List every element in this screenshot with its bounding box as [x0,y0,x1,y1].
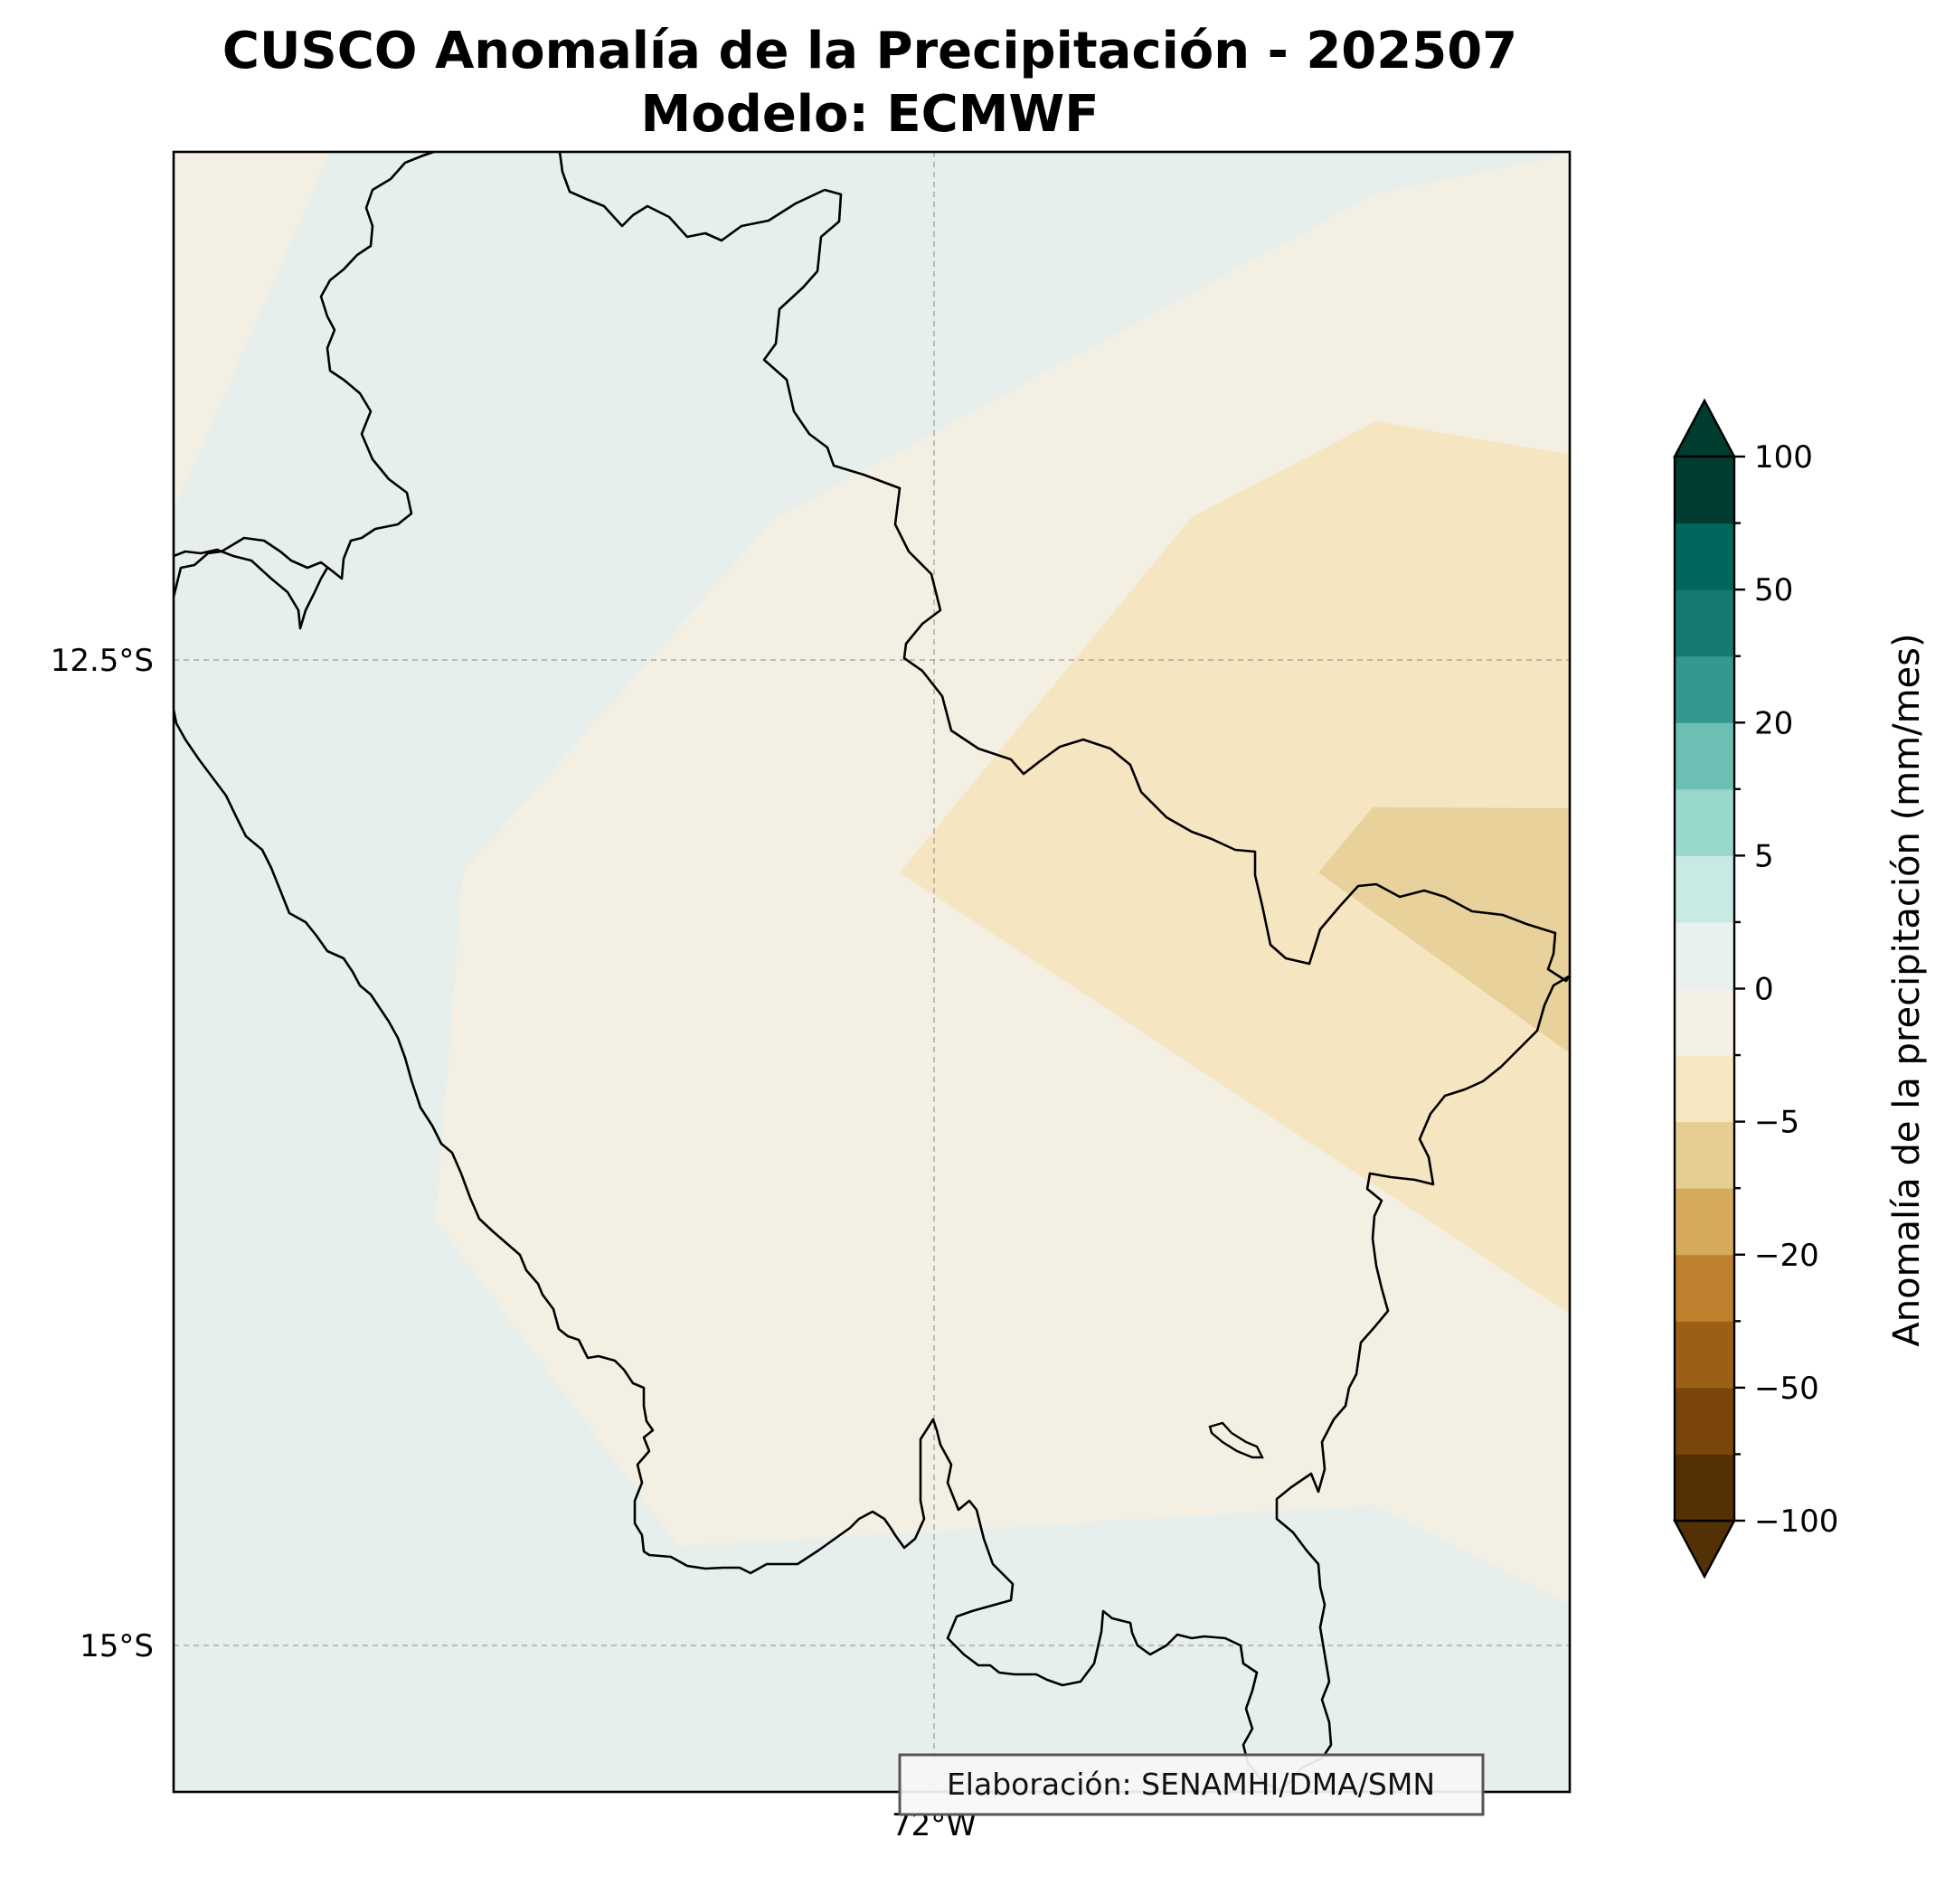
colorbar-tick-label: 5 [1754,838,1774,874]
colorbar-segment [1675,1254,1734,1322]
colorbar-segment [1675,1055,1734,1123]
colorbar-tick-label: 0 [1754,972,1774,1008]
map-title-line2: Modelo: ECMWF [641,85,1100,144]
colorbar-segment [1675,523,1734,590]
colorbar-tick-label: 20 [1754,705,1793,741]
colorbar-segment [1675,788,1734,856]
colorbar-segment [1675,457,1734,524]
colorbar-segment [1675,655,1734,723]
colorbar-tick-label: −50 [1754,1371,1819,1407]
colorbar-extend-top [1673,398,1736,458]
colorbar-extend-bottom [1673,1519,1736,1579]
colorbar-segment [1675,722,1734,790]
colorbar-segment [1675,1321,1734,1389]
lat-tick-12-5: 12.5°S [51,643,154,679]
colorbar-tick-label: −20 [1754,1238,1819,1274]
colorbar-segment [1675,855,1734,923]
lake-outline [1208,1421,1264,1459]
colorbar-tick-label: 50 [1754,572,1793,608]
colorbar-segment [1675,1188,1734,1256]
colorbar-segment [1675,1454,1734,1522]
colorbar-segment [1675,921,1734,989]
cusco-region-inner-west-boundary [174,548,329,630]
cusco-region-boundary [174,152,1570,1792]
colorbar-segment [1675,1121,1734,1189]
anomaly-field-dark-tan [1318,807,1570,1053]
colorbar-segment [1675,988,1734,1056]
credit-box: Elaboración: SENAMHI/DMA/SMN [898,1753,1485,1816]
anomaly-field-tan [900,421,1570,1314]
lat-tick-15: 15°S [80,1628,154,1664]
colorbar-tick-label: 100 [1754,439,1813,476]
colorbar-label: Anomalía de la precipitación (mm/mes) [1886,633,1928,1346]
colorbar-segment [1675,589,1734,657]
anomaly-field-cream-northwest [174,152,330,511]
map-plot-area [174,152,1570,1792]
map-title-line1: CUSCO Anomalía de la Precipitación - 202… [222,22,1517,80]
credit-text: Elaboración: SENAMHI/DMA/SMN [947,1767,1435,1802]
colorbar-segment [1675,1387,1734,1455]
colorbar-tick-label: −5 [1754,1105,1799,1141]
colorbar-tick-label: −100 [1754,1503,1838,1540]
map-frame [172,150,1572,1794]
